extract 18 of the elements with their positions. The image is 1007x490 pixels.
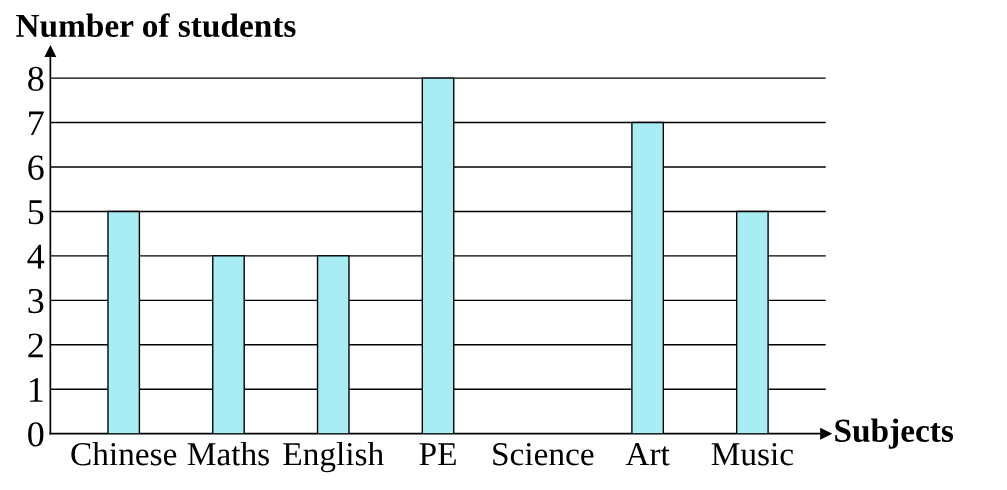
y-tick-label: 6 — [28, 155, 44, 180]
y-tick-label: 3 — [28, 288, 44, 314]
x-tick-label: PE — [419, 443, 456, 466]
y-tick-label: 8 — [28, 66, 44, 91]
x-tick-label: Music — [711, 443, 794, 466]
y-tick-label: 1 — [29, 377, 43, 402]
y-tick-label: 5 — [28, 200, 44, 225]
x-axis-title: Subjects — [835, 418, 954, 449]
x-tick-label: Maths — [187, 441, 269, 466]
y-tick-label: 0 — [28, 422, 44, 447]
y-tick-label: 2 — [28, 333, 43, 358]
y-tick-label: 4 — [27, 244, 45, 269]
x-tick-label: Science — [493, 443, 594, 466]
x-tick-label: Art — [625, 443, 670, 466]
y-axis-title: Number of students — [16, 13, 296, 38]
y-tick-label: 7 — [29, 111, 44, 136]
x-tick-label: English — [283, 441, 384, 473]
x-tick-label: Chinese — [71, 441, 177, 466]
